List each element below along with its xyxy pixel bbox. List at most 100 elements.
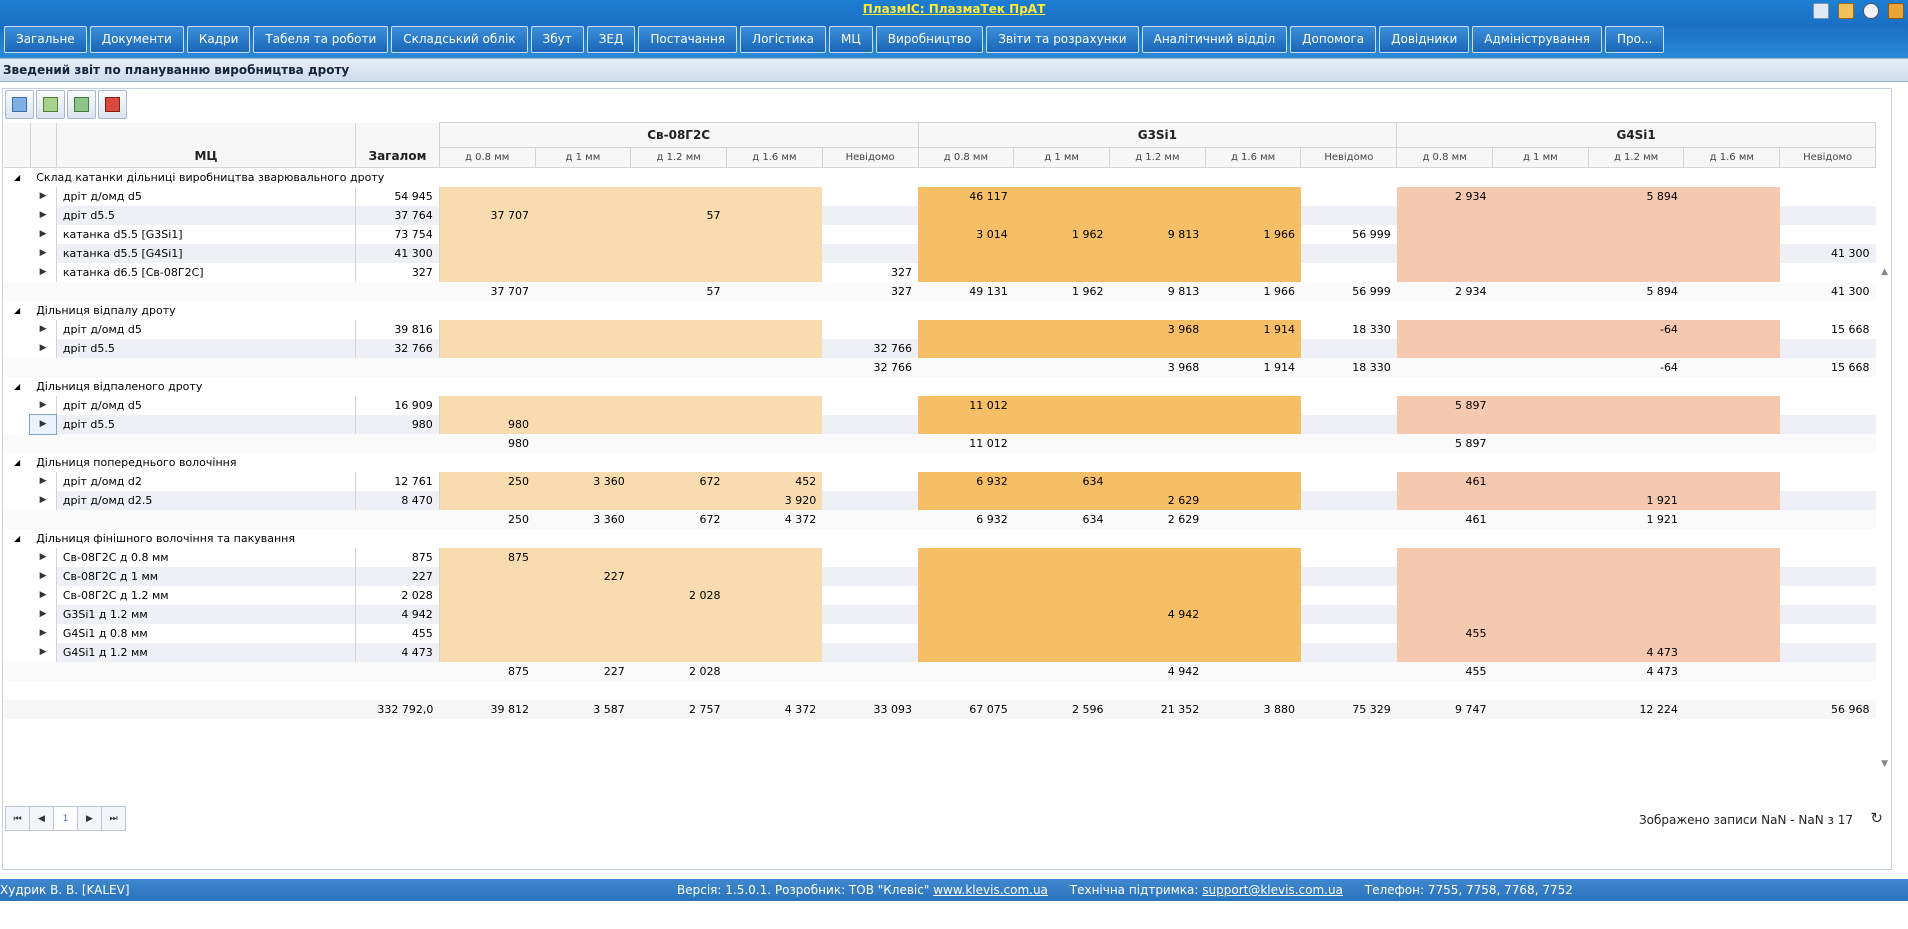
group-summary-row: 250 3 360 672 4 372 6 932 634 2 629 461 1 921 — [4, 509, 1876, 529]
next-page-icon[interactable]: ▶ — [77, 806, 102, 831]
menu-item-12[interactable]: Аналітичний відділ — [1141, 26, 1288, 53]
expand-row-icon[interactable]: ▶ — [30, 623, 57, 643]
mc-name: G3Si1 д 1.2 мм — [56, 604, 357, 624]
column-subheader[interactable]: д 1.2 мм — [630, 147, 728, 168]
collapse-icon[interactable]: ◢ — [14, 172, 21, 182]
table-row[interactable]: ▶ Св-08Г2С д 1 мм 227 227 — [4, 566, 1876, 586]
menu-item-13[interactable]: Допомога — [1290, 26, 1377, 53]
collapse-icon[interactable]: ◢ — [14, 305, 21, 315]
windows-icon[interactable] — [1813, 3, 1829, 19]
column-subheader[interactable]: д 1.6 мм — [1205, 147, 1302, 168]
table-row[interactable]: ▶ G3Si1 д 1.2 мм 4 942 4 942 — [4, 604, 1876, 624]
menu-item-0[interactable]: Загальне — [4, 26, 87, 53]
table-row[interactable]: ▶ дріт д/омд d5 16 909 11 012 5 897 — [4, 395, 1876, 415]
expand-row-icon[interactable]: ▶ — [30, 319, 57, 339]
expand-row-icon[interactable]: ▶ — [30, 547, 57, 567]
menu-item-7[interactable]: Постачання — [638, 26, 738, 53]
scroll-up-icon[interactable]: ▲ — [1881, 267, 1888, 277]
row-spacer — [4, 491, 30, 510]
info-icon[interactable] — [1863, 3, 1879, 19]
table-row[interactable]: ▶ дріт д/омд d5 54 945 46 117 2 934 5 894 — [4, 186, 1876, 206]
table-row[interactable]: ▶ Св-08Г2С д 0.8 мм 875 875 — [4, 547, 1876, 567]
table-row[interactable]: ▶ дріт д/омд d2 12 761 250 3 360 672 452 6 932 6… — [4, 471, 1876, 491]
table-row[interactable]: ▶ G4Si1 д 1.2 мм 4 473 4 473 — [4, 642, 1876, 662]
value-cell — [1588, 243, 1684, 263]
expand-row-icon[interactable]: ▶ — [30, 205, 57, 225]
menu-item-2[interactable]: Кадри — [186, 26, 251, 53]
menu-item-11[interactable]: Звіти та розрахунки — [986, 26, 1139, 53]
prev-page-icon[interactable]: ◀ — [29, 806, 54, 831]
column-mc[interactable]: МЦ — [56, 122, 357, 168]
app-title[interactable]: ПлазмІС: ПлазмаТек ПрАТ — [862, 2, 1046, 16]
table-row[interactable]: ▶ дріт d5.5 980 980 — [4, 413, 1876, 435]
menu-item-14[interactable]: Довідники — [1379, 26, 1470, 53]
column-subheader[interactable]: Невідомо — [822, 147, 919, 168]
column-subheader[interactable]: д 1 мм — [535, 147, 632, 168]
expand-row-icon[interactable]: ▶ — [30, 186, 57, 206]
table-row[interactable]: ▶ Св-08Г2С д 1.2 мм 2 028 2 028 — [4, 585, 1876, 605]
menu-item-8[interactable]: Логістика — [740, 26, 827, 53]
expand-row-icon[interactable]: ▶ — [30, 224, 57, 244]
logout-icon[interactable] — [1888, 3, 1904, 19]
expand-row-icon[interactable]: ▶ — [30, 566, 57, 586]
table-row[interactable]: ▶ дріт д/омд d5 39 816 3 968 1 914 18 330 -64 1… — [4, 319, 1876, 339]
export-grid-icon[interactable] — [36, 90, 65, 119]
column-subheader[interactable]: д 1 мм — [1013, 147, 1110, 168]
column-subheader[interactable]: д 0.8 мм — [1396, 147, 1493, 168]
summary-cell: 2 934 — [1396, 281, 1493, 301]
support-label: Технічна підтримка: — [1069, 883, 1199, 897]
collapse-icon[interactable]: ◢ — [14, 457, 21, 467]
mail-icon[interactable] — [1838, 3, 1854, 19]
menu-item-5[interactable]: Збут — [530, 26, 584, 53]
column-subheader[interactable]: д 1.2 мм — [1588, 147, 1685, 168]
expand-row-icon[interactable]: ▶ — [30, 395, 57, 415]
refresh-report-icon[interactable] — [5, 90, 34, 119]
expand-row-icon[interactable]: ▶ — [30, 585, 57, 605]
column-subheader[interactable]: Невідомо — [1300, 147, 1398, 168]
table-row[interactable]: ▶ дріт д/омд d2.5 8 470 3 920 2 629 1 921 — [4, 490, 1876, 510]
menu-item-3[interactable]: Табеля та роботи — [253, 26, 389, 53]
collapse-icon[interactable]: ◢ — [14, 533, 21, 543]
table-row[interactable]: ▶ дріт d5.5 37 764 37 707 57 — [4, 205, 1876, 225]
menu-item-15[interactable]: Адміністрування — [1472, 26, 1602, 53]
column-subheader[interactable]: д 0.8 мм — [918, 147, 1015, 168]
expand-row-icon[interactable]: ▶ — [30, 243, 57, 263]
column-subheader[interactable]: Невідомо — [1779, 147, 1876, 168]
value-cell — [1779, 566, 1876, 586]
column-subheader[interactable]: д 1.6 мм — [1683, 147, 1781, 168]
column-subheader[interactable]: д 1.2 мм — [1109, 147, 1206, 168]
table-row[interactable]: ▶ G4Si1 д 0.8 мм 455 455 — [4, 623, 1876, 643]
expand-row-icon[interactable]: ▶ — [30, 338, 57, 358]
column-subheader[interactable]: д 1 мм — [1492, 147, 1589, 168]
column-subheader[interactable]: д 1.6 мм — [726, 147, 823, 168]
table-row[interactable]: ▶ дріт d5.5 32 766 32 766 — [4, 338, 1876, 358]
menu-item-9[interactable]: МЦ — [829, 26, 873, 53]
menu-item-6[interactable]: ЗЕД — [586, 26, 636, 53]
support-email-link[interactable]: support@klevis.com.ua — [1202, 883, 1343, 897]
menu-item-16[interactable]: Про... — [1604, 26, 1665, 53]
page-number[interactable]: 1 — [53, 806, 78, 831]
column-total[interactable]: Загалом — [355, 122, 440, 168]
menu-item-1[interactable]: Документи — [89, 26, 184, 53]
export-pdf-icon[interactable] — [98, 90, 127, 119]
expand-row-icon[interactable]: ▶ — [30, 262, 57, 282]
last-page-icon[interactable]: ⏭ — [101, 806, 126, 831]
expand-row-icon[interactable]: ▶ — [30, 642, 57, 662]
table-row[interactable]: ▶ катанка d5.5 [G4Si1] 41 300 41 300 — [4, 243, 1876, 263]
column-subheader[interactable]: д 0.8 мм — [439, 147, 536, 168]
scroll-down-icon[interactable]: ▼ — [1881, 759, 1888, 769]
collapse-icon[interactable]: ◢ — [14, 381, 21, 391]
expand-row-icon[interactable]: ▶ — [29, 413, 58, 435]
export-excel-icon[interactable] — [67, 90, 96, 119]
menu-item-10[interactable]: Виробництво — [875, 26, 984, 53]
table-row[interactable]: ▶ катанка d5.5 [G3Si1] 73 754 3 014 1 962 9 8… — [4, 224, 1876, 244]
expand-row-icon[interactable]: ▶ — [30, 604, 57, 624]
first-page-icon[interactable]: ⏮ — [5, 806, 30, 831]
menu-item-4[interactable]: Складський облік — [391, 26, 528, 53]
refresh-icon[interactable]: ↻ — [1870, 809, 1883, 827]
value-cell — [1683, 186, 1780, 206]
expand-row-icon[interactable]: ▶ — [30, 490, 57, 510]
expand-row-icon[interactable]: ▶ — [30, 471, 57, 491]
table-row[interactable]: ▶ катанка d6.5 [Св-08Г2С] 327 327 — [4, 262, 1876, 282]
site-link[interactable]: www.klevis.com.ua — [933, 883, 1048, 897]
